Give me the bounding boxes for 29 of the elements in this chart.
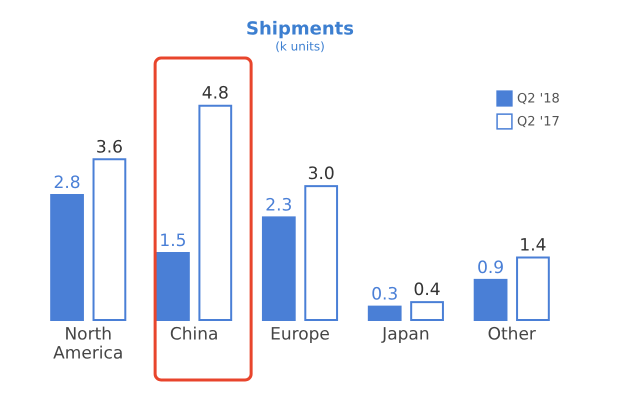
- legend-label: Q2 '18: [517, 92, 560, 106]
- bar: [516, 256, 550, 321]
- data-label: 3.0: [308, 164, 335, 184]
- bar: [92, 158, 126, 321]
- data-label: 2.3: [265, 195, 292, 216]
- data-label: 0.4: [414, 280, 441, 300]
- data-label: 0.9: [477, 258, 504, 278]
- bar: [262, 216, 296, 321]
- bar: [50, 194, 84, 321]
- bar: [304, 185, 338, 321]
- legend-label: Q2 '17: [517, 114, 560, 130]
- x-tick-label: Japan: [381, 324, 430, 344]
- data-label: 1.4: [519, 236, 546, 256]
- data-label: 3.6: [96, 137, 123, 158]
- bar: [198, 104, 232, 321]
- data-label: 2.8: [54, 173, 81, 193]
- data-label: 1.5: [159, 231, 186, 252]
- bar: [474, 278, 508, 321]
- data-label: 4.8: [202, 84, 229, 104]
- x-tick-label: North America: [53, 324, 124, 364]
- bar: [368, 306, 402, 321]
- chart-subtitle: (k units): [275, 40, 325, 54]
- bar: [410, 301, 444, 321]
- x-tick-label: China: [170, 324, 218, 344]
- x-tick-label: Other: [488, 324, 536, 344]
- data-label: 0.3: [371, 284, 398, 305]
- x-tick-label: Europe: [270, 324, 330, 344]
- bar: [156, 252, 190, 321]
- chart-title: Shipments: [246, 18, 354, 40]
